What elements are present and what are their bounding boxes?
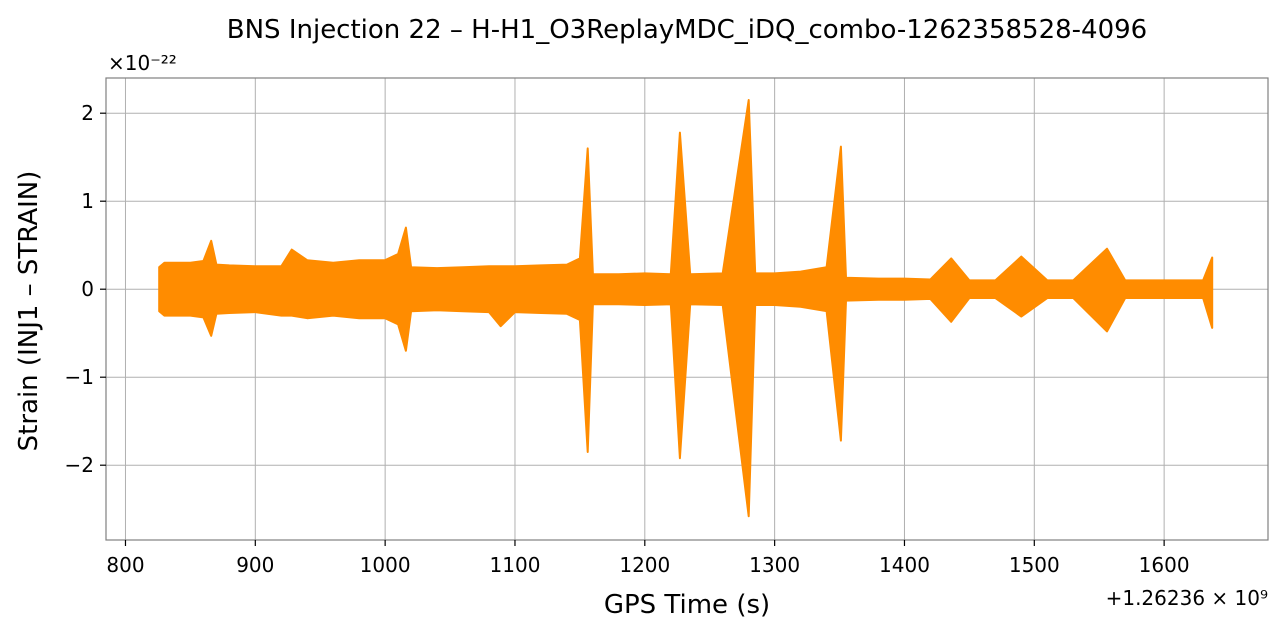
- x-axis-label: GPS Time (s): [604, 590, 770, 620]
- x-tick-label: 900: [236, 553, 274, 577]
- plot-frame: [105, 77, 1269, 541]
- x-tick-label: 800: [106, 553, 144, 577]
- strain-envelope: [158, 99, 1214, 518]
- x-tick-label: 1400: [879, 553, 930, 577]
- chart-title: BNS Injection 22 – H-H1_O3ReplayMDC_iDQ_…: [227, 15, 1147, 45]
- x-axis-ticks: 800 900 1000 1100 1200 1300 1400 1500 1600: [106, 540, 1190, 577]
- y-axis-ticks: −2 −1 0 1 2: [65, 101, 106, 477]
- y-tick-label: 2: [81, 101, 94, 125]
- x-offset-label: +1.26236 × 10⁹: [1106, 586, 1268, 610]
- x-tick-label: 1100: [490, 553, 541, 577]
- y-tick-label: 1: [81, 189, 94, 213]
- x-tick-label: 1200: [619, 553, 670, 577]
- x-tick-label: 1000: [360, 553, 411, 577]
- y-tick-label: −1: [65, 365, 94, 389]
- x-tick-label: 1600: [1139, 553, 1190, 577]
- strain-series: [158, 99, 1214, 518]
- x-tick-label: 1300: [749, 553, 800, 577]
- y-axis-label: Strain (INJ1 – STRAIN): [14, 171, 44, 452]
- y-tick-label: 0: [81, 277, 94, 301]
- y-scale-factor-label: ×10⁻²²: [108, 51, 177, 75]
- x-tick-label: 1500: [1009, 553, 1060, 577]
- y-tick-label: −2: [65, 453, 94, 477]
